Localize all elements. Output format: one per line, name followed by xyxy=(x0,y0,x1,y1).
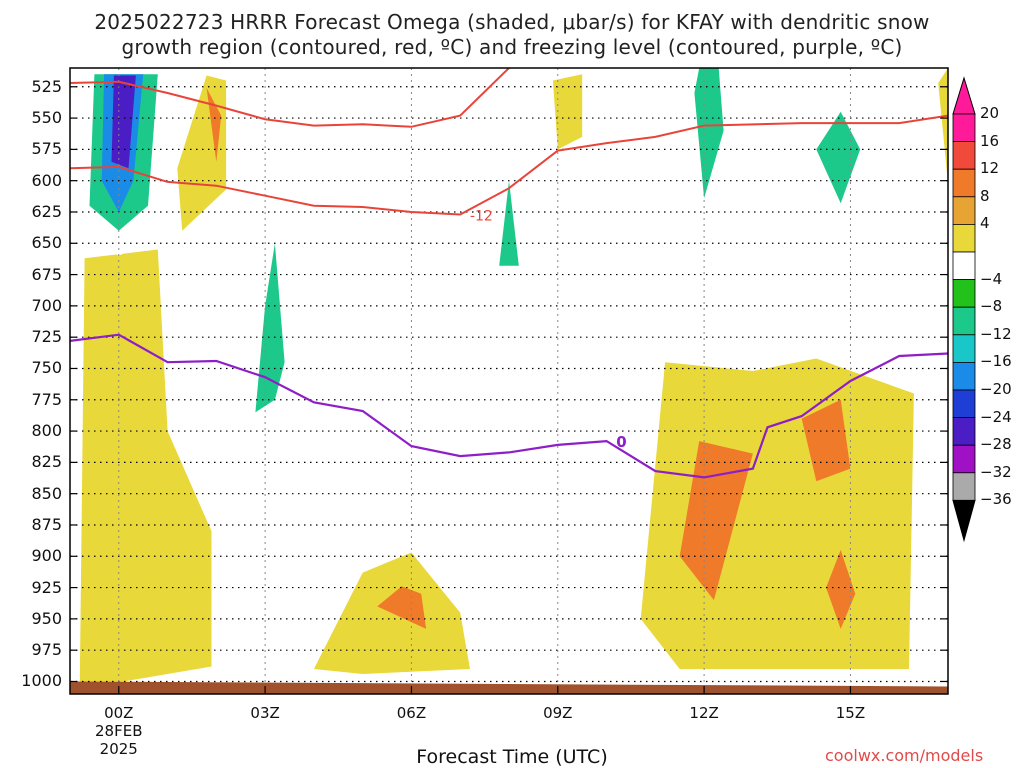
omega-region-11 xyxy=(826,550,856,629)
x-tick-sublabel-sub1: 28FEB xyxy=(95,722,143,740)
y-tick-label-625: 625 xyxy=(31,201,62,221)
colorbar-segment-2 xyxy=(952,168,976,198)
omega-region-10 xyxy=(801,399,851,482)
omega-region-22 xyxy=(816,111,861,204)
omega-region-21 xyxy=(694,68,724,199)
colorbar-label-11: −28 xyxy=(980,435,1012,454)
plot-frame xyxy=(69,67,949,695)
colorbar-segment-13 xyxy=(952,472,976,501)
colorbar-segment-0 xyxy=(952,113,976,143)
colorbar-segment-1 xyxy=(952,141,976,170)
credit-text: coolwx.com/models xyxy=(825,746,984,765)
colorbar-segment-7 xyxy=(952,306,976,336)
surface-terrain xyxy=(70,681,948,694)
y-tick-label-850: 850 xyxy=(31,483,62,503)
y-tick-label-600: 600 xyxy=(31,170,62,190)
colorbar-label-5: −4 xyxy=(980,269,1003,288)
y-tick-label-675: 675 xyxy=(31,264,62,284)
y-tick-label-550: 550 xyxy=(31,108,62,128)
chart-title-line-2: growth region (contoured, red, ºC) and f… xyxy=(121,35,903,59)
y-tick-label-725: 725 xyxy=(31,327,62,347)
colorbar-label-1: 16 xyxy=(980,131,1000,150)
dgz-contour-lower xyxy=(70,149,559,216)
omega-region-6 xyxy=(377,586,427,629)
colorbar-label-8: −16 xyxy=(980,352,1012,371)
omega-region-17 xyxy=(167,74,529,573)
colorbar-label-12: −32 xyxy=(980,462,1012,481)
y-tick-label-700: 700 xyxy=(31,295,62,315)
chart-title-line-1: 2025022723 HRRR Forecast Omega (shaded, … xyxy=(94,10,930,34)
colorbar-segment-3 xyxy=(952,196,976,225)
colorbar-segment-6 xyxy=(952,279,976,308)
x-tick-label-00Z: 00Z xyxy=(104,704,134,722)
omega-region-9 xyxy=(679,441,753,601)
dgz-contour-upper xyxy=(70,68,510,128)
omega-region-7 xyxy=(552,74,583,150)
colorbar-under-arrow xyxy=(952,499,976,543)
omega-region-4 xyxy=(206,88,222,162)
terrain-strip xyxy=(70,681,948,694)
y-tick-label-900: 900 xyxy=(31,546,62,566)
y-tick-label-525: 525 xyxy=(31,76,62,96)
colorbar-segment-5 xyxy=(952,251,976,281)
colorbar-label-3: 8 xyxy=(980,186,990,205)
colorbar xyxy=(952,76,976,543)
x-axis-title: Forecast Time (UTC) xyxy=(416,746,608,768)
omega-shading xyxy=(79,68,948,682)
x-tick-label-09Z: 09Z xyxy=(543,704,573,722)
omega-region-8 xyxy=(640,358,914,669)
colorbar-segment-12 xyxy=(952,444,976,474)
colorbar-segment-9 xyxy=(952,361,976,391)
colorbar-label-4: 4 xyxy=(980,214,990,233)
colorbar-segment-10 xyxy=(952,389,976,419)
omega-region-5 xyxy=(313,552,470,674)
y-tick-label-875: 875 xyxy=(31,514,62,534)
tick-marks xyxy=(70,86,948,694)
y-tick-label-950: 950 xyxy=(31,608,62,628)
freezing-level-contour xyxy=(70,333,948,479)
omega-region-2 xyxy=(79,249,212,682)
x-tick-label-15Z: 15Z xyxy=(835,704,866,722)
colorbar-segment-4 xyxy=(952,223,976,253)
dgz-contour-label: -12 xyxy=(470,208,493,224)
contour-lines: -12 0 xyxy=(70,68,948,479)
colorbar-over-arrow xyxy=(952,76,976,115)
colorbar-label-0: 20 xyxy=(980,104,1000,122)
omega-region-18 xyxy=(255,243,285,413)
x-tick-label-06Z: 06Z xyxy=(396,704,427,722)
y-tick-label-800: 800 xyxy=(31,421,62,441)
colorbar-label-9: −20 xyxy=(980,380,1012,398)
colorbar-label-13: −36 xyxy=(980,490,1012,509)
freezing-contour-label: 0 xyxy=(616,433,626,451)
y-tick-label-825: 825 xyxy=(31,452,62,472)
y-tick-label-575: 575 xyxy=(31,139,62,159)
colorbar-segment-8 xyxy=(952,334,976,363)
y-tick-label-750: 750 xyxy=(31,358,62,378)
y-tick-label-975: 975 xyxy=(31,640,62,660)
colorbar-label-2: 12 xyxy=(980,159,1000,178)
y-tick-label-925: 925 xyxy=(31,577,62,597)
colorbar-segment-11 xyxy=(952,417,976,446)
y-tick-label-650: 650 xyxy=(31,233,62,253)
omega-region-16 xyxy=(111,75,136,169)
colorbar-label-6: −8 xyxy=(980,297,1003,316)
colorbar-label-10: −24 xyxy=(980,407,1012,426)
omega-region-12 xyxy=(938,68,948,184)
colorbar-label-7: −12 xyxy=(980,324,1012,343)
y-tick-label-1000: 1000 xyxy=(21,671,62,691)
x-tick-sublabel-sub2: 2025 xyxy=(99,740,138,758)
omega-region-19 xyxy=(499,180,519,266)
dgz-contour-upper-east xyxy=(557,114,948,152)
x-tick-label-12Z: 12Z xyxy=(689,704,719,722)
y-tick-label-775: 775 xyxy=(31,389,62,409)
x-tick-label-03Z: 03Z xyxy=(250,704,280,722)
